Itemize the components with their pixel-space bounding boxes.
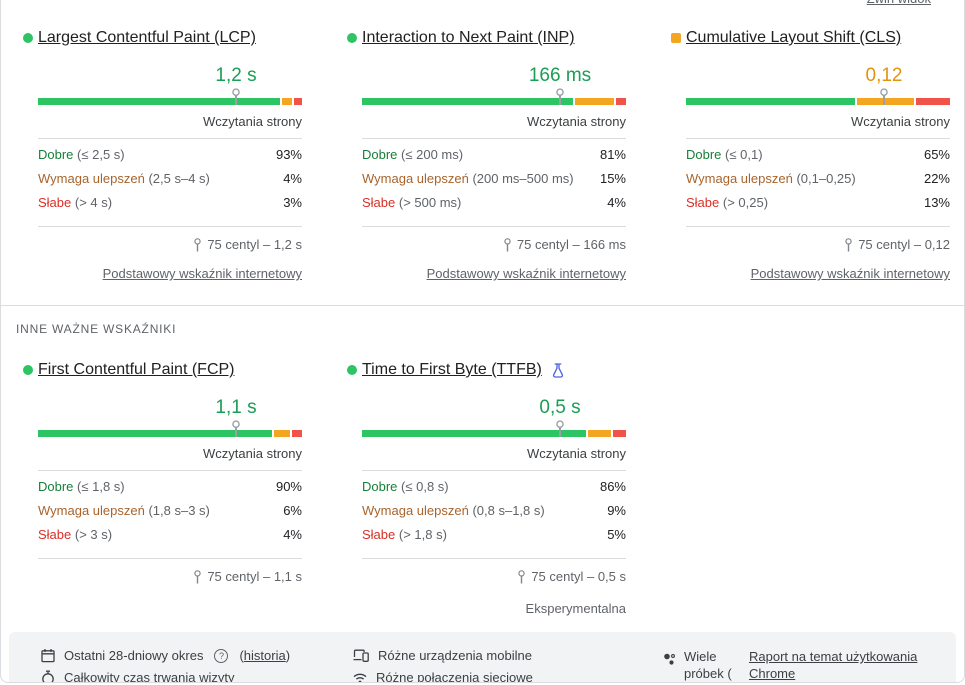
metric-value: 1,2 s xyxy=(215,65,257,86)
calendar-icon xyxy=(41,649,55,663)
distribution-bar xyxy=(362,420,626,437)
divider xyxy=(38,138,302,139)
status-indicator-good-icon xyxy=(347,365,357,375)
network-wifi-icon xyxy=(353,673,367,682)
section-title: INNE WAŻNE WSKAŹNIKI xyxy=(16,322,177,336)
percentile-row: 75 centyl – 1,2 s xyxy=(38,237,302,252)
status-indicator-good-icon xyxy=(347,33,357,43)
metric-card-inp: Interaction to Next Paint (INP) 166 ms W… xyxy=(347,28,626,283)
stopwatch-icon xyxy=(42,670,54,682)
page-loads-label: Wczytania strony xyxy=(203,446,302,461)
status-indicator-good-icon xyxy=(23,33,33,43)
crux-report-link[interactable]: Raport na temat użytkowania Chrome xyxy=(749,649,918,681)
pin-icon xyxy=(518,569,526,583)
distribution-bar xyxy=(686,88,950,105)
distribution-row-good: Dobre (≤ 200 ms) 81% xyxy=(362,147,626,162)
core-web-vital-link[interactable]: Podstawowy wskaźnik internetowy xyxy=(426,266,626,281)
pin-icon xyxy=(194,237,202,251)
divider xyxy=(38,226,302,227)
footer-col-devices: Różne urządzenia mobilne Różne połączeni… xyxy=(353,641,663,682)
pin-icon xyxy=(194,569,202,583)
footer-item-visit-duration: Całkowity czas trwania wizyty xyxy=(41,670,353,682)
devices-icon xyxy=(353,649,369,662)
distribution-row-needs-improvement: Wymaga ulepszeń (0,1–0,25) 22% xyxy=(686,171,950,186)
divider xyxy=(38,470,302,471)
metric-title-link-fcp[interactable]: First Contentful Paint (FCP) xyxy=(38,361,235,378)
percentile-row: 75 centyl – 0,5 s xyxy=(362,569,626,584)
status-indicator-needs-improvement-icon xyxy=(671,33,681,43)
pin-icon xyxy=(504,237,511,251)
footer-col-period: Ostatni 28-dniowy okres ? (historia) Cał… xyxy=(41,641,353,682)
distribution-bar xyxy=(362,88,626,105)
metric-title-link-lcp[interactable]: Largest Contentful Paint (LCP) xyxy=(38,29,256,46)
metric-title-link-ttfb[interactable]: Time to First Byte (TTFB) xyxy=(362,361,542,378)
divider xyxy=(686,226,950,227)
footer-item-samples: Wiele próbek ( Raport na temat użytkowan… xyxy=(663,648,964,682)
metric-card-lcp: Largest Contentful Paint (LCP) 1,2 s Wcz… xyxy=(23,28,302,283)
divider xyxy=(362,558,626,559)
distribution-row-poor: Słabe (> 4 s) 3% xyxy=(38,195,302,210)
page-loads-label: Wczytania strony xyxy=(851,114,950,129)
help-icon[interactable]: ? xyxy=(214,648,229,663)
distribution-bar xyxy=(38,88,302,105)
percentile-marker-icon xyxy=(232,88,241,105)
experimental-label: Eksperymentalna xyxy=(525,601,626,616)
percentile-marker-icon xyxy=(232,420,241,437)
distribution-row-poor: Słabe (> 500 ms) 4% xyxy=(362,195,626,210)
distribution-row-good: Dobre (≤ 0,8 s) 86% xyxy=(362,479,626,494)
divider xyxy=(362,138,626,139)
distribution-row-poor: Słabe (> 0,25) 13% xyxy=(686,195,950,210)
distribution-row-needs-improvement: Wymaga ulepszeń (1,8 s–3 s) 6% xyxy=(38,503,302,518)
data-collection-footer: Ostatni 28-dniowy okres ? (historia) Cał… xyxy=(9,632,956,682)
divider xyxy=(38,558,302,559)
percentile-row: 75 centyl – 166 ms xyxy=(362,237,626,252)
core-web-vital-link[interactable]: Podstawowy wskaźnik internetowy xyxy=(102,266,302,281)
core-web-vitals-section: Largest Contentful Paint (LCP) 1,2 s Wcz… xyxy=(1,0,964,283)
metric-value: 1,1 s xyxy=(215,397,257,418)
distribution-row-poor: Słabe (> 3 s) 4% xyxy=(38,527,302,542)
other-metrics-section: INNE WAŻNE WSKAŹNIKI First Contentful Pa… xyxy=(1,305,964,616)
status-indicator-good-icon xyxy=(23,365,33,375)
page-loads-label: Wczytania strony xyxy=(203,114,302,129)
percentile-row: 75 centyl – 0,12 xyxy=(686,237,950,252)
footer-item-network: Różne połączenia sieciowe xyxy=(353,670,663,682)
pin-icon xyxy=(845,237,852,251)
distribution-row-poor: Słabe (> 1,8 s) 5% xyxy=(362,527,626,542)
footer-item-period: Ostatni 28-dniowy okres ? (historia) xyxy=(41,648,353,663)
metric-card-fcp: First Contentful Paint (FCP) 1,1 s Wczyt… xyxy=(23,360,302,616)
metric-value: 0,12 xyxy=(865,65,903,86)
footer-item-devices: Różne urządzenia mobilne xyxy=(353,648,663,663)
percentile-marker-icon xyxy=(880,88,889,105)
metric-title-link-inp[interactable]: Interaction to Next Paint (INP) xyxy=(362,29,575,46)
percentile-marker-icon xyxy=(556,420,565,437)
metric-value: 0,5 s xyxy=(539,397,581,418)
metric-title-link-cls[interactable]: Cumulative Layout Shift (CLS) xyxy=(686,29,902,46)
metric-value: 166 ms xyxy=(528,65,592,86)
distribution-row-needs-improvement: Wymaga ulepszeń (2,5 s–4 s) 4% xyxy=(38,171,302,186)
percentile-row: 75 centyl – 1,1 s xyxy=(38,569,302,584)
metric-card-ttfb: Time to First Byte (TTFB) 0,5 s Wczytani… xyxy=(347,360,626,616)
experimental-flask-icon xyxy=(552,362,563,378)
collapse-view-link[interactable]: Zwiń widok xyxy=(867,0,931,6)
divider xyxy=(686,138,950,139)
footer-col-samples: Wiele próbek ( Raport na temat użytkowan… xyxy=(663,641,964,682)
page-loads-label: Wczytania strony xyxy=(527,114,626,129)
distribution-row-needs-improvement: Wymaga ulepszeń (200 ms–500 ms) 15% xyxy=(362,171,626,186)
page-loads-label: Wczytania strony xyxy=(527,446,626,461)
distribution-row-needs-improvement: Wymaga ulepszeń (0,8 s–1,8 s) 9% xyxy=(362,503,626,518)
divider xyxy=(362,226,626,227)
history-link[interactable]: historia xyxy=(243,648,286,663)
distribution-bar xyxy=(38,420,302,437)
samples-dots-icon xyxy=(664,653,675,665)
percentile-marker-icon xyxy=(556,88,565,105)
divider xyxy=(362,470,626,471)
distribution-row-good: Dobre (≤ 1,8 s) 90% xyxy=(38,479,302,494)
distribution-row-good: Dobre (≤ 0,1) 65% xyxy=(686,147,950,162)
metric-card-cls: Cumulative Layout Shift (CLS) 0,12 Wczyt… xyxy=(671,28,950,283)
core-web-vital-link[interactable]: Podstawowy wskaźnik internetowy xyxy=(750,266,950,281)
distribution-row-good: Dobre (≤ 2,5 s) 93% xyxy=(38,147,302,162)
